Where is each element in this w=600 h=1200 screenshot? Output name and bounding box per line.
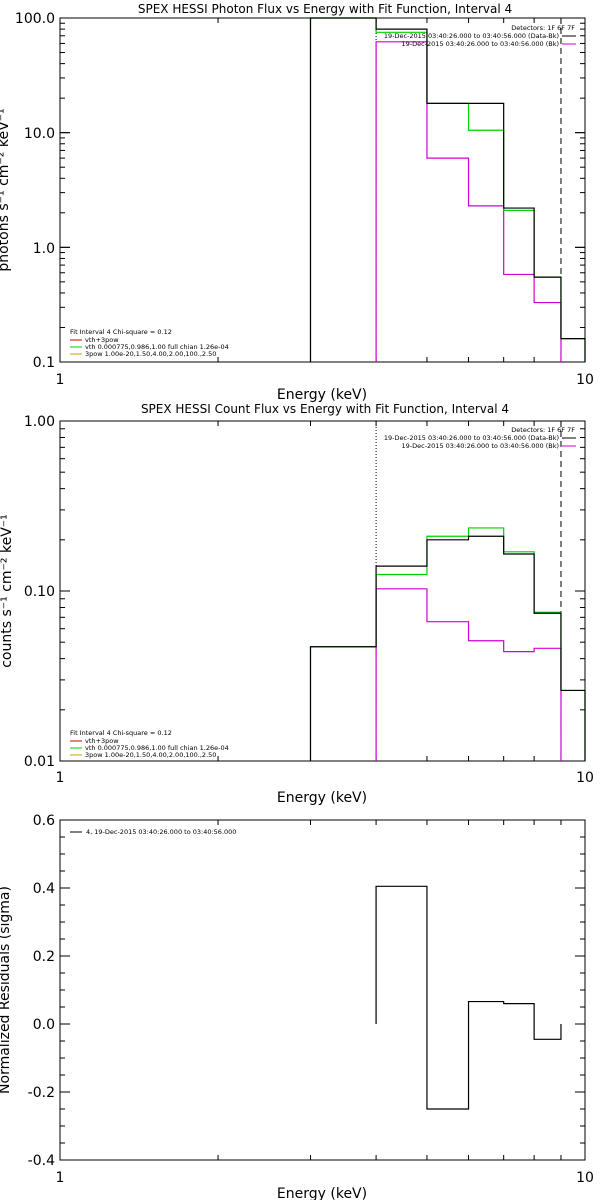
photon-y-tick-1: 1.0	[33, 241, 55, 257]
count-series-background	[375, 588, 562, 761]
count-series-fit-model	[309, 527, 586, 761]
count-axis-ticks	[59, 420, 586, 762]
photon-legend-bk: 19-Dec-2015 03:40:26.000 to 03:40:56.000…	[402, 40, 560, 48]
resid-y-tick-0.4: 0.4	[33, 881, 55, 897]
photon-x-tick-1: 1	[56, 372, 65, 388]
photon-y-tick-0.1: 0.1	[33, 355, 55, 371]
photon-data-group	[309, 17, 586, 362]
photon-legend-fn: vth+3pow	[85, 336, 119, 344]
photon-legend-vth: vth 0.000775,0.986,1.00 full chian 1.26e…	[85, 343, 229, 351]
photon-x-tick-10: 10	[576, 372, 594, 388]
count-x-axis-label: Energy (keV)	[277, 790, 367, 806]
count-flux-panel: SPEX HESSI Count Flux vs Energy with Fit…	[0, 402, 594, 806]
photon-axis-ticks	[59, 17, 586, 363]
photon-x-axis-label: Energy (keV)	[277, 387, 367, 403]
count-data-group	[309, 421, 586, 761]
photon-series-fit-model	[309, 17, 586, 362]
count-x-tick-1: 1	[56, 770, 65, 786]
photon-title: SPEX HESSI Photon Flux vs Energy with Fi…	[138, 2, 512, 16]
count-legend-3pow: 3pow 1.00e-20,1.50,4.00,2.00,100.,2.50	[85, 751, 216, 759]
resid-y-axis-label: Normalized Residuals (sigma)	[0, 886, 13, 1094]
count-legend-fn: vth+3pow	[85, 737, 119, 745]
photon-y-tick-10: 10.0	[24, 126, 55, 142]
count-series-data-bk	[309, 535, 586, 761]
count-legend-vth: vth 0.000775,0.986,1.00 full chian 1.26e…	[85, 744, 229, 752]
photon-legend-3pow: 3pow 1.00e-20,1.50,4.00,2.00,100.,2.50	[85, 350, 216, 358]
resid-y-tick-0.0: 0.0	[33, 1017, 55, 1033]
photon-flux-panel: SPEX HESSI Photon Flux vs Energy with Fi…	[0, 2, 594, 403]
resid-y-tick-m0.2: -0.2	[28, 1085, 55, 1101]
photon-series-data-bk	[309, 17, 586, 362]
resid-data-group	[375, 885, 562, 1110]
photon-legend-fit: Fit Interval 4 Chi-square = 0.12	[70, 328, 172, 336]
resid-y-tick-0.6: 0.6	[33, 813, 55, 829]
photon-legend-detectors: Detectors: 1F 6F 7F	[511, 24, 575, 32]
count-legend-fit: Fit Interval 4 Chi-square = 0.12	[70, 729, 172, 737]
resid-legend-label: 4, 19-Dec-2015 03:40:26.000 to 03:40:56.…	[86, 828, 236, 836]
count-legend-detectors: Detectors: 1F 6F 7F	[511, 426, 575, 434]
count-y-axis-label: counts s⁻¹ cm⁻² keV⁻¹	[0, 514, 15, 668]
count-plot-frame	[59, 420, 586, 762]
photon-legend-data-bk: 19-Dec-2015 03:40:26.000 to 03:40:56.000…	[384, 32, 559, 40]
photon-y-tick-100: 100.0	[15, 11, 55, 27]
resid-y-tick-0.2: 0.2	[33, 949, 55, 965]
resid-axis-ticks	[59, 819, 586, 1161]
resid-x-tick-10: 10	[576, 1170, 594, 1186]
resid-y-tick-m0.4: -0.4	[28, 1153, 55, 1169]
resid-series-residuals	[375, 885, 562, 1110]
resid-x-axis-label: Energy (keV)	[277, 1186, 367, 1200]
photon-y-axis-label: photons s⁻¹ cm⁻² keV⁻¹	[0, 108, 12, 271]
resid-plot-frame	[59, 819, 586, 1161]
photon-plot-frame	[59, 17, 586, 363]
count-legend-bk: 19-Dec-2015 03:40:26.000 to 03:40:56.000…	[402, 442, 560, 450]
resid-x-tick-1: 1	[56, 1170, 65, 1186]
count-y-tick-0.10: 0.10	[24, 584, 55, 600]
count-x-tick-10: 10	[576, 770, 594, 786]
count-y-tick-0.01: 0.01	[24, 754, 55, 770]
photon-series-background	[375, 41, 562, 362]
residuals-panel: 1 10 -0.4 -0.2 0.0 0.2 0.4 0.6 Energy (k…	[0, 813, 594, 1200]
count-y-tick-1.00: 1.00	[24, 414, 55, 430]
count-legend-data-bk: 19-Dec-2015 03:40:26.000 to 03:40:56.000…	[384, 434, 559, 442]
count-title: SPEX HESSI Count Flux vs Energy with Fit…	[141, 402, 509, 416]
